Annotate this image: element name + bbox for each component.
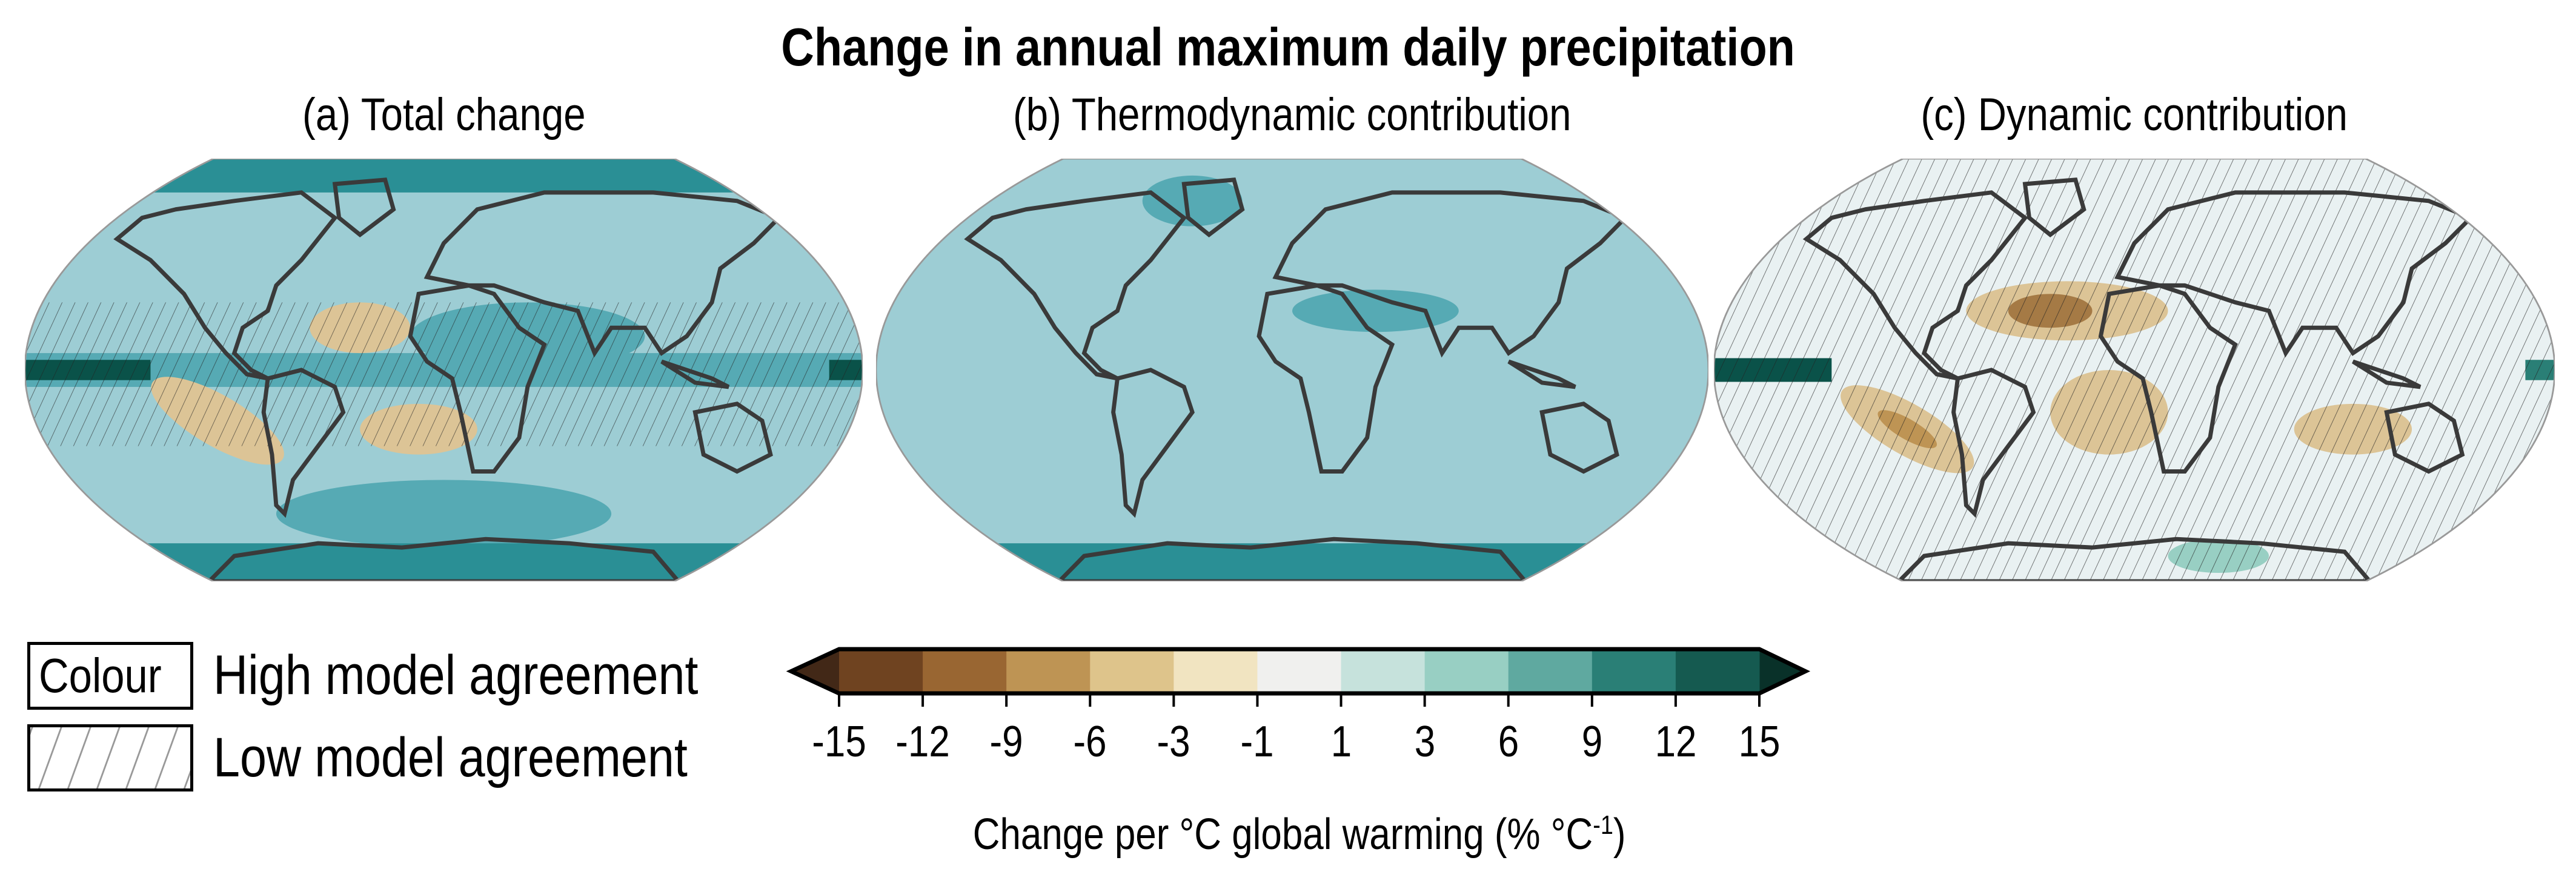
colorbar-tick-label: -3 [1157, 718, 1190, 766]
legend-low-agreement: Low model agreement [213, 727, 688, 788]
map-frame [25, 159, 863, 581]
colorbar-tick-label: -9 [989, 718, 1023, 766]
panel-b-title: (b) Thermodynamic contribution [1013, 89, 1572, 140]
colorbar-tick-label: -15 [812, 718, 866, 766]
increase-region [276, 480, 612, 548]
map-frame [876, 159, 1708, 581]
colorbar-segment [1173, 649, 1258, 693]
legend-high-agreement: High model agreement [213, 644, 699, 706]
colorbar-extend-high [1759, 649, 1805, 693]
colorbar-tick-label: 12 [1655, 718, 1697, 766]
colorbar-tick-label: 6 [1498, 718, 1519, 766]
colorbar-tick-label: 1 [1330, 718, 1352, 766]
colorbar-tick-label: 9 [1581, 718, 1603, 766]
colorbar-tick-label: -6 [1073, 718, 1107, 766]
colorbar-segment [1257, 649, 1342, 693]
ocean-fill [876, 159, 1708, 581]
hatch-swatch [27, 724, 193, 791]
legend-hatch-box [27, 724, 193, 791]
legend-colour-box: Colour [27, 642, 193, 710]
colorbar-segment [1006, 649, 1090, 693]
colorbar-label: Change per °C global warming (% °C-1) [973, 810, 1626, 859]
colorbar-segment [839, 649, 923, 693]
colorbar-extend-low [791, 649, 839, 693]
colorbar-segment [1508, 649, 1593, 693]
colorbar-segment [1592, 649, 1676, 693]
map-frame [1714, 159, 2555, 581]
low-agreement-hatching [1714, 159, 2555, 581]
colorbar-segment [1090, 649, 1174, 693]
increase-region [1292, 289, 1459, 332]
colorbar-tick-label: 15 [1738, 718, 1781, 766]
figure-title: Change in annual maximum daily precipita… [781, 17, 1795, 77]
colorbar-tick-label: -12 [895, 718, 950, 766]
colorbar-segment [923, 649, 1007, 693]
colorbar-tick-label: -1 [1240, 718, 1274, 766]
colorbar-segment [1341, 649, 1426, 693]
increase-region [1142, 175, 1243, 226]
panel-c-title: (c) Dynamic contribution [1920, 89, 2348, 140]
colorbar-segment [1675, 649, 1760, 693]
colorbar-segment [1424, 649, 1509, 693]
legend-colour-word: Colour [39, 649, 162, 702]
map-dynamic [1714, 159, 2555, 581]
map-thermodynamic [876, 159, 1708, 581]
panel-a-title: (a) Total change [302, 89, 586, 140]
map-total-change [25, 159, 863, 581]
colorbar-tick-label: 3 [1414, 718, 1435, 766]
